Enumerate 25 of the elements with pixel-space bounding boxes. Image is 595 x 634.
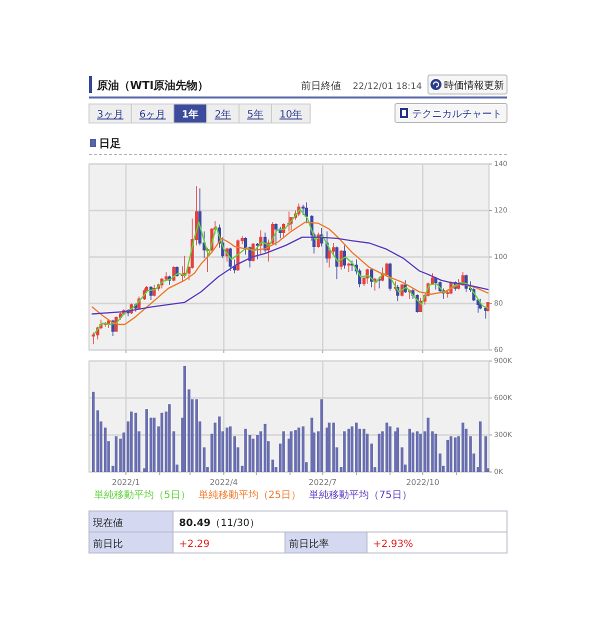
data-label: +2.93%: [373, 539, 414, 550]
data-label: 80.49（11/30）: [179, 518, 260, 529]
data-label: +2.29: [179, 539, 210, 550]
text: 1年: [182, 108, 199, 120]
text: 時価情報更新: [444, 80, 504, 92]
text: 単純移動平均（25日）: [198, 489, 302, 501]
text: 5年: [247, 108, 264, 120]
x-tick-label: 2022/1: [112, 478, 140, 487]
x-tick-label: 2022/7: [308, 478, 337, 487]
category-label: 前日比: [93, 538, 123, 550]
chart-title: 日足: [99, 137, 121, 150]
text: テクニカルチャート: [412, 109, 502, 120]
x-tick-label: 2022/4: [210, 478, 238, 487]
text: 単純移動平均（75日）: [309, 489, 412, 501]
text: 3ヶ月: [97, 110, 124, 120]
text: 単純移動平均（5日）: [94, 489, 190, 501]
text: 10年: [279, 108, 302, 120]
category-label: 現在値: [93, 517, 123, 529]
text: 22/12/01 18:14: [352, 82, 422, 92]
category-label: 前日比率: [289, 538, 329, 550]
text: 原油（WTI原油先物）: [96, 79, 209, 92]
text: 前日終値: [300, 80, 341, 92]
text: 2年: [214, 108, 232, 120]
x-tick-label: 2022/10: [406, 478, 440, 487]
text: 6ヶ月: [139, 110, 166, 120]
